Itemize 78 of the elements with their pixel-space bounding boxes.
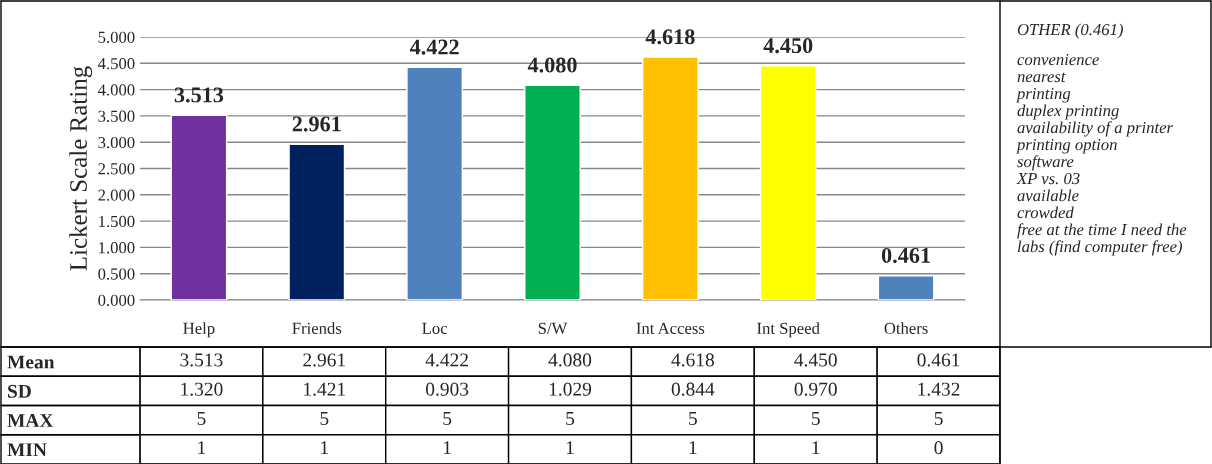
y-tick-label: SD	[8, 384, 31, 398]
data-label: 1	[443, 441, 451, 455]
data-label: 5	[197, 412, 206, 425]
text: crowded	[1017, 206, 1074, 219]
data-label: 5	[443, 412, 452, 425]
bar	[288, 143, 346, 300]
data-label: 1	[198, 441, 206, 455]
y-tick-label: 1.000	[99, 242, 135, 254]
y-tick-label: 2.500	[98, 163, 135, 175]
data-label: 1	[566, 441, 574, 455]
x-tick-label: Others	[884, 322, 928, 334]
data-label: 1.029	[549, 382, 592, 396]
y-tick-label: MIN	[7, 443, 47, 457]
data-label: 4.450	[794, 353, 837, 367]
text: free at the time I need the	[1017, 223, 1187, 239]
data-label: 3.513	[180, 353, 223, 367]
x-tick-label: Int Access	[636, 322, 705, 334]
y-tick-label: Mean	[7, 355, 55, 369]
data-label: 3.513	[174, 87, 224, 103]
x-tick-label: Int Speed	[757, 322, 820, 338]
text: XP vs. 03	[1016, 172, 1080, 185]
data-label: 0.461	[917, 353, 960, 367]
x-tick-label: Help	[183, 322, 215, 338]
y-tick-label: 3.000	[98, 136, 135, 149]
data-label: 0.903	[426, 382, 469, 396]
data-label: 0	[934, 441, 943, 455]
y-tick-label: 0.500	[98, 268, 135, 280]
data-label: 5	[811, 412, 820, 425]
bar	[406, 66, 464, 300]
data-label: 4.618	[671, 353, 714, 367]
data-label: 5	[934, 412, 943, 425]
bar	[759, 65, 817, 300]
bar	[641, 56, 699, 300]
y-axis-title: Lickert Scale Rating	[69, 66, 93, 271]
y-tick-label: 4.500	[97, 58, 135, 70]
data-label: 1	[321, 441, 328, 455]
text: available	[1017, 189, 1079, 202]
bar	[170, 114, 228, 300]
data-label: 1.432	[918, 382, 960, 396]
data-label: 4.618	[645, 29, 695, 45]
y-tick-label: 3.500	[98, 110, 135, 122]
data-label: 1.421	[304, 382, 345, 396]
data-label: 1	[689, 441, 697, 455]
data-label: 1.320	[181, 382, 223, 396]
text: printing option	[1016, 138, 1117, 154]
data-label: 1	[812, 441, 820, 455]
y-tick-label: 2.000	[98, 189, 135, 201]
text: labs (find computer free)	[1017, 240, 1183, 256]
y-tick-label: 0.000	[98, 294, 135, 307]
y-tick-label: 4.000	[97, 84, 135, 96]
data-label: 4.422	[409, 39, 459, 55]
data-label: 4.080	[548, 353, 592, 367]
data-label: 5	[320, 412, 329, 425]
data-label: 5	[689, 412, 697, 425]
text: nearest	[1017, 72, 1066, 83]
text: duplex printing	[1017, 104, 1119, 120]
bar	[524, 84, 581, 300]
data-label: 4.422	[425, 353, 468, 367]
data-label: 4.080	[527, 57, 577, 73]
text: OTHER (0.461)	[1017, 23, 1123, 39]
data-label: 4.450	[763, 38, 813, 54]
text: convenience	[1017, 53, 1099, 66]
bar	[877, 275, 935, 300]
text: printing	[1016, 87, 1071, 103]
data-label: 0.970	[794, 382, 837, 396]
x-tick-label: Friends	[292, 322, 342, 334]
x-tick-label: Loc	[422, 322, 448, 334]
y-tick-label: MAX	[7, 414, 54, 427]
data-label: 5	[566, 412, 575, 425]
data-label: 2.961	[292, 116, 341, 132]
x-tick-label: S/W	[538, 322, 568, 335]
y-tick-label: 1.500	[99, 215, 135, 228]
data-label: 2.961	[303, 353, 345, 367]
text: availability of a printer	[1017, 121, 1174, 137]
data-label: 0.844	[671, 382, 715, 396]
y-tick-label: 5.000	[98, 31, 135, 44]
text: software	[1017, 155, 1074, 171]
data-label: 0.461	[881, 247, 930, 263]
